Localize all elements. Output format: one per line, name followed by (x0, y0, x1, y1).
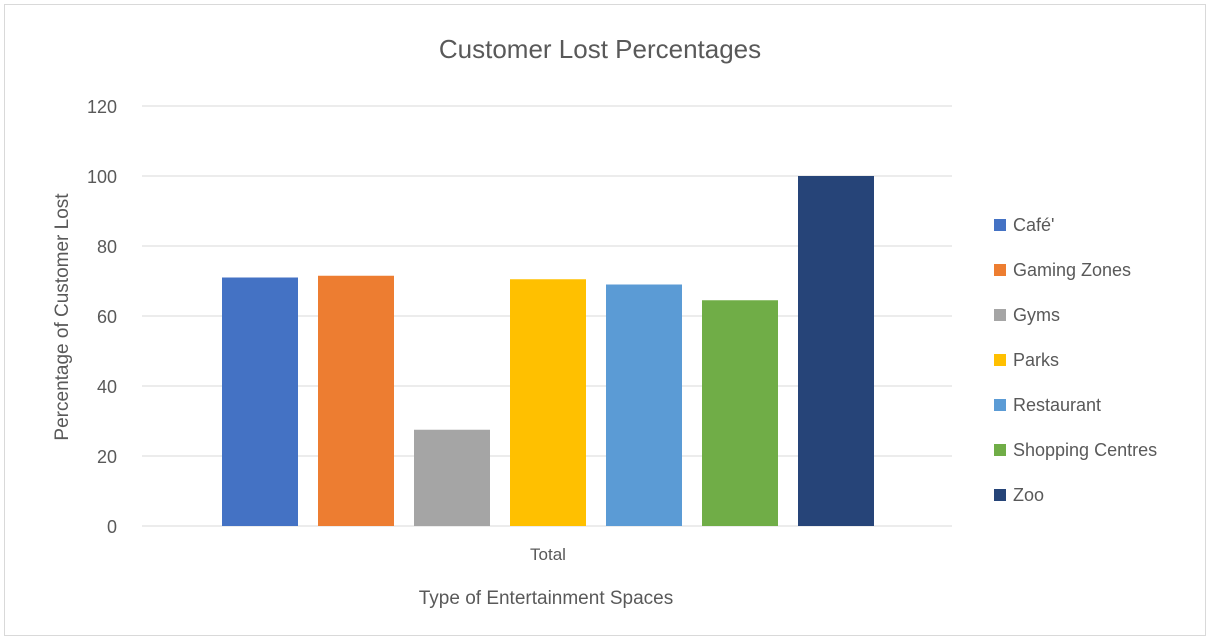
y-tick-label: 60 (97, 307, 117, 327)
x-axis-title: Type of Entertainment Spaces (419, 588, 674, 609)
y-tick-label: 120 (87, 97, 117, 117)
legend-label: Parks (1013, 350, 1059, 370)
bars (222, 176, 874, 526)
legend-swatch (994, 354, 1006, 366)
legend-swatch (994, 309, 1006, 321)
legend-label: Café' (1013, 215, 1054, 235)
legend-label: Shopping Centres (1013, 440, 1157, 460)
legend-label: Zoo (1013, 485, 1044, 505)
legend-swatch (994, 264, 1006, 276)
legend-item: Restaurant (994, 395, 1101, 415)
bar (510, 279, 586, 526)
y-tick-label: 0 (107, 517, 117, 537)
legend-swatch (994, 489, 1006, 501)
y-tick-label: 100 (87, 167, 117, 187)
bar (222, 278, 298, 527)
bar (414, 430, 490, 526)
legend-swatch (994, 444, 1006, 456)
legend-item: Shopping Centres (994, 440, 1157, 460)
bar (318, 276, 394, 526)
bar (798, 176, 874, 526)
legend-item: Parks (994, 350, 1059, 370)
legend-item: Café' (994, 215, 1054, 235)
legend: Café' Gaming Zones Gyms Parks Restaurant Shop… (994, 215, 1157, 505)
legend-item: Zoo (994, 485, 1044, 505)
legend-label: Gyms (1013, 305, 1060, 325)
y-axis-title: Percentage of Customer Lost (52, 193, 73, 441)
y-axis-ticks: 0 20 40 60 80 100 120 (87, 97, 117, 537)
x-axis-ticks: Total (530, 545, 566, 564)
y-tick-label: 40 (97, 377, 117, 397)
legend-item: Gyms (994, 305, 1060, 325)
legend-swatch (994, 399, 1006, 411)
legend-swatch (994, 219, 1006, 231)
bar (702, 300, 778, 526)
legend-item: Gaming Zones (994, 260, 1131, 280)
x-tick-label: Total (530, 545, 566, 564)
bar (606, 285, 682, 527)
chart-title: Customer Lost Percentages (439, 34, 761, 64)
legend-label: Gaming Zones (1013, 260, 1131, 280)
y-tick-label: 20 (97, 447, 117, 467)
legend-label: Restaurant (1013, 395, 1101, 415)
y-tick-label: 80 (97, 237, 117, 257)
